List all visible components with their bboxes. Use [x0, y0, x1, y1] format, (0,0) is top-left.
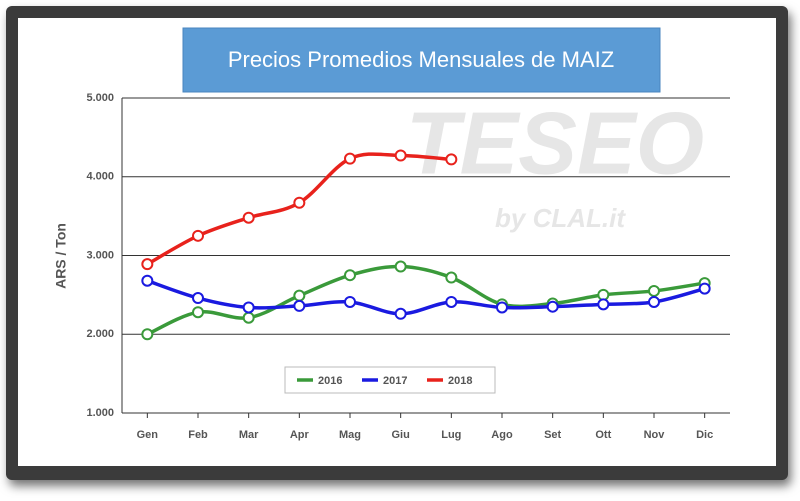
- y-tick-label: 2.000: [86, 328, 114, 340]
- x-tick-label: Giu: [391, 429, 409, 441]
- point: [242, 211, 255, 224]
- point: [141, 328, 154, 341]
- point: [141, 258, 154, 271]
- watermark: TESEO: [406, 93, 704, 192]
- x-tick-label: Lug: [441, 429, 461, 441]
- x-tick-label: Ott: [595, 429, 611, 441]
- x-tick-label: Ago: [491, 429, 513, 441]
- point: [293, 196, 306, 209]
- point: [648, 284, 660, 297]
- watermark: by CLAL.it: [495, 203, 626, 233]
- x-tick-label: Mar: [239, 429, 259, 441]
- point: [496, 301, 508, 314]
- point: [242, 301, 255, 314]
- point: [192, 229, 204, 242]
- x-tick-label: Gen: [137, 429, 159, 441]
- point: [394, 260, 407, 273]
- y-tick-label: 5.000: [86, 92, 114, 104]
- y-tick-label: 3.000: [86, 249, 114, 261]
- point: [344, 295, 356, 308]
- y-tick-label: 4.000: [86, 171, 114, 183]
- x-tick-label: Feb: [188, 429, 208, 441]
- point: [192, 306, 204, 319]
- title-box: [182, 27, 661, 93]
- point: [445, 271, 458, 284]
- x-tick-label: Apr: [290, 429, 310, 441]
- point: [597, 298, 610, 311]
- legend-label: 2018: [448, 375, 472, 387]
- point: [141, 274, 154, 287]
- point: [293, 289, 306, 302]
- x-tick-label: Set: [544, 429, 561, 441]
- point: [192, 292, 204, 305]
- point: [242, 311, 255, 324]
- legend-label: 2017: [383, 375, 407, 387]
- legend: [284, 366, 496, 394]
- point: [344, 269, 356, 282]
- legend-label: 2016: [318, 375, 342, 387]
- point: [394, 307, 407, 320]
- point: [344, 152, 356, 165]
- x-tick-label: Nov: [644, 429, 666, 441]
- x-tick-label: Mag: [339, 429, 361, 441]
- y-axis-label: ARS / Ton: [53, 223, 69, 289]
- y-tick-label: 1.000: [86, 407, 114, 419]
- chart-title: Precios Promedios Mensuales de MAIZ: [228, 47, 614, 72]
- point: [394, 149, 407, 162]
- point: [445, 295, 458, 308]
- point: [698, 282, 711, 295]
- x-tick-label: Dic: [696, 429, 713, 441]
- point: [648, 295, 660, 308]
- point: [293, 299, 306, 312]
- point: [445, 153, 458, 166]
- point: [546, 300, 559, 313]
